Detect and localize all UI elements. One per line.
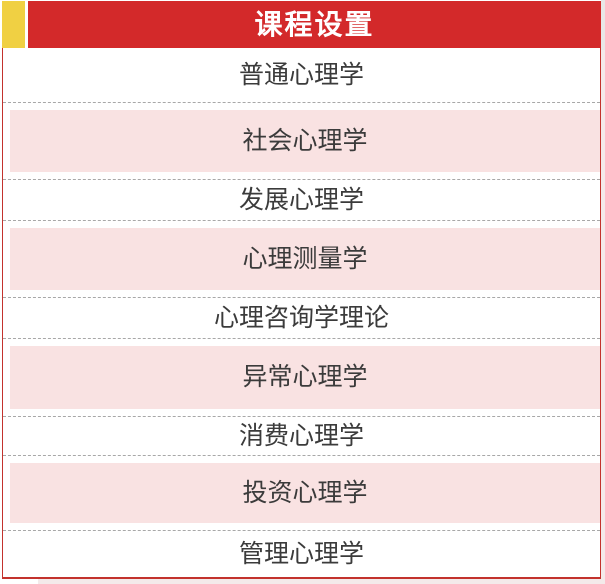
page-edge-right [601, 50, 605, 584]
course-label: 心理咨询学理论 [213, 303, 389, 332]
course-label: 管理心理学 [238, 540, 364, 568]
course-row-8: 投资心理学 [3, 456, 600, 531]
course-row-6: 异常心理学 [3, 339, 600, 417]
course-label: 发展心理学 [238, 185, 364, 214]
table-header-title: 课程设置 [254, 8, 375, 40]
course-label: 社会心理学 [242, 126, 368, 155]
course-row-4: 心理测量学 [3, 221, 600, 298]
course-table: 普通心理学 社会心理学 发展心理学 心理测量学 心理咨询学理论 异常心理学 消费… [2, 48, 601, 579]
course-label: 异常心理学 [242, 363, 368, 391]
yellow-accent-block [2, 1, 25, 49]
course-label: 心理测量学 [242, 244, 368, 273]
course-row-5: 心理咨询学理论 [3, 298, 600, 339]
table-header: 课程设置 [28, 1, 601, 48]
course-row-2: 社会心理学 [3, 103, 600, 180]
page-edge-bottom [38, 579, 605, 584]
row-highlight-fill: 心理测量学 [10, 228, 600, 290]
course-row-3: 发展心理学 [3, 180, 600, 221]
course-row-9: 管理心理学 [3, 531, 600, 578]
row-highlight-fill: 社会心理学 [10, 110, 600, 172]
course-label: 消费心理学 [238, 421, 364, 450]
course-row-7: 消费心理学 [3, 417, 600, 456]
page-edge-right-top [601, 0, 605, 50]
row-highlight-fill: 投资心理学 [10, 463, 600, 523]
course-label: 投资心理学 [242, 478, 368, 507]
course-row-1: 普通心理学 [3, 48, 600, 103]
course-label: 普通心理学 [238, 60, 364, 89]
row-highlight-fill: 异常心理学 [10, 346, 600, 409]
